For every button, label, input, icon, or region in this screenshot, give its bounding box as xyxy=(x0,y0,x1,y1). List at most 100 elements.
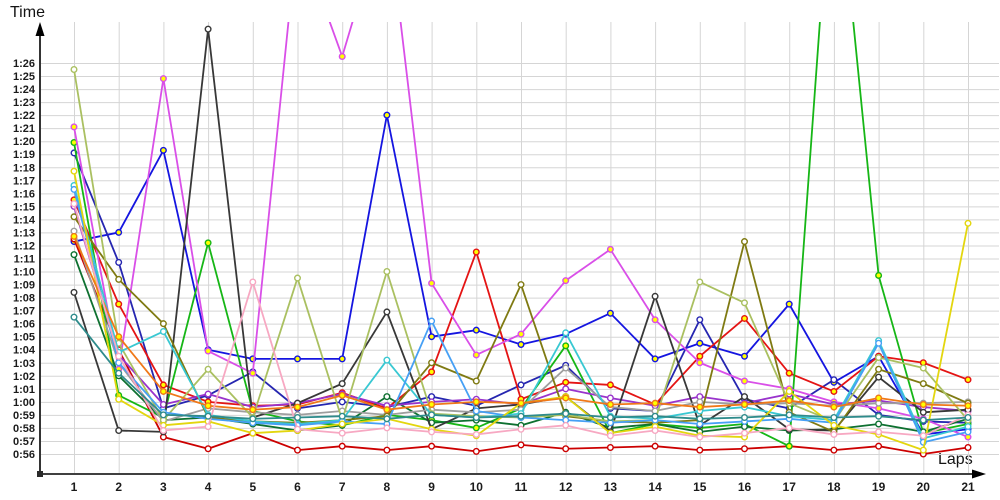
data-point[interactable] xyxy=(115,258,123,266)
data-point[interactable] xyxy=(964,376,972,384)
data-point[interactable] xyxy=(830,403,838,411)
data-point[interactable] xyxy=(204,25,212,33)
data-point[interactable] xyxy=(249,369,257,377)
data-point[interactable] xyxy=(204,445,212,453)
data-point[interactable] xyxy=(159,320,167,328)
data-point[interactable] xyxy=(964,402,972,410)
data-point[interactable] xyxy=(338,442,346,450)
data-point[interactable] xyxy=(159,75,167,83)
data-point[interactable] xyxy=(785,442,793,450)
data-point[interactable] xyxy=(741,429,749,437)
series-orange[interactable] xyxy=(70,232,972,414)
data-point[interactable] xyxy=(428,317,436,325)
data-point[interactable] xyxy=(606,443,614,451)
data-point[interactable] xyxy=(696,278,704,286)
data-point[interactable] xyxy=(562,329,570,337)
data-point[interactable] xyxy=(472,398,480,406)
data-point[interactable] xyxy=(115,352,123,360)
data-point[interactable] xyxy=(294,425,302,433)
data-point[interactable] xyxy=(517,399,525,407)
data-point[interactable] xyxy=(606,414,614,422)
data-point[interactable] xyxy=(70,123,78,131)
data-point[interactable] xyxy=(741,400,749,408)
data-point[interactable] xyxy=(70,66,78,74)
data-point[interactable] xyxy=(338,420,346,428)
data-point[interactable] xyxy=(428,368,436,376)
data-point[interactable] xyxy=(651,412,659,420)
data-point[interactable] xyxy=(115,300,123,308)
data-point[interactable] xyxy=(741,238,749,246)
data-point[interactable] xyxy=(875,271,883,279)
data-point[interactable] xyxy=(115,228,123,236)
data-point[interactable] xyxy=(115,359,123,367)
data-point[interactable] xyxy=(428,333,436,341)
data-point[interactable] xyxy=(159,387,167,395)
data-point[interactable] xyxy=(383,393,391,401)
data-point[interactable] xyxy=(517,341,525,349)
data-point[interactable] xyxy=(830,421,838,429)
data-point[interactable] xyxy=(517,425,525,433)
data-point[interactable] xyxy=(338,52,346,60)
data-point[interactable] xyxy=(919,446,927,454)
data-point[interactable] xyxy=(517,441,525,449)
data-point[interactable] xyxy=(204,423,212,431)
data-point[interactable] xyxy=(562,394,570,402)
data-point[interactable] xyxy=(785,397,793,405)
data-point[interactable] xyxy=(338,391,346,399)
data-point[interactable] xyxy=(115,427,123,435)
data-point[interactable] xyxy=(741,393,749,401)
data-point[interactable] xyxy=(249,415,257,423)
data-point[interactable] xyxy=(562,277,570,285)
data-point[interactable] xyxy=(964,414,972,422)
data-point[interactable] xyxy=(383,308,391,316)
data-point[interactable] xyxy=(338,398,346,406)
data-point[interactable] xyxy=(249,406,257,414)
data-point[interactable] xyxy=(741,445,749,453)
data-point[interactable] xyxy=(70,288,78,296)
data-point[interactable] xyxy=(830,387,838,395)
data-point[interactable] xyxy=(830,446,838,454)
data-point[interactable] xyxy=(249,278,257,286)
data-point[interactable] xyxy=(472,248,480,256)
data-point[interactable] xyxy=(159,411,167,419)
data-point[interactable] xyxy=(696,446,704,454)
data-point[interactable] xyxy=(70,213,78,221)
data-point[interactable] xyxy=(696,403,704,411)
series-teal[interactable] xyxy=(70,313,972,424)
data-point[interactable] xyxy=(338,355,346,363)
data-point[interactable] xyxy=(562,445,570,453)
data-point[interactable] xyxy=(294,446,302,454)
data-point[interactable] xyxy=(606,432,614,440)
data-point[interactable] xyxy=(651,355,659,363)
data-point[interactable] xyxy=(249,429,257,437)
data-point[interactable] xyxy=(830,430,838,438)
data-point[interactable] xyxy=(70,251,78,259)
data-point[interactable] xyxy=(115,395,123,403)
data-point[interactable] xyxy=(338,429,346,437)
data-point[interactable] xyxy=(875,394,883,402)
data-point[interactable] xyxy=(875,420,883,428)
data-point[interactable] xyxy=(606,394,614,402)
data-point[interactable] xyxy=(294,274,302,282)
data-point[interactable] xyxy=(875,354,883,362)
data-point[interactable] xyxy=(383,356,391,364)
data-point[interactable] xyxy=(383,111,391,119)
data-point[interactable] xyxy=(428,411,436,419)
data-point[interactable] xyxy=(517,330,525,338)
data-point[interactable] xyxy=(830,414,838,422)
data-point[interactable] xyxy=(428,279,436,287)
data-point[interactable] xyxy=(159,146,167,154)
data-point[interactable] xyxy=(204,390,212,398)
data-point[interactable] xyxy=(696,352,704,360)
data-point[interactable] xyxy=(159,327,167,335)
data-point[interactable] xyxy=(830,376,838,384)
data-point[interactable] xyxy=(696,433,704,441)
data-point[interactable] xyxy=(651,442,659,450)
data-point[interactable] xyxy=(964,428,972,436)
data-point[interactable] xyxy=(964,443,972,451)
data-point[interactable] xyxy=(472,326,480,334)
data-point[interactable] xyxy=(651,427,659,435)
data-point[interactable] xyxy=(919,400,927,408)
data-point[interactable] xyxy=(159,381,167,389)
